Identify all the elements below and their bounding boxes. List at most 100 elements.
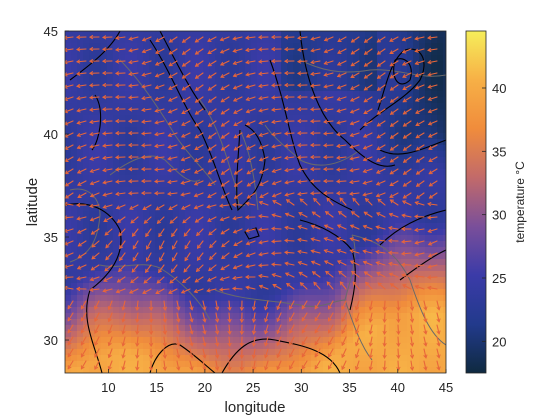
field-cell bbox=[185, 343, 192, 350]
field-cell bbox=[155, 301, 162, 308]
wind-arrow bbox=[202, 312, 206, 323]
wind-arrow bbox=[154, 108, 165, 112]
field-cell bbox=[161, 355, 168, 362]
field-cell bbox=[143, 193, 150, 200]
field-cell bbox=[317, 349, 324, 356]
wind-arrow-head bbox=[245, 215, 250, 220]
field-cell bbox=[419, 145, 426, 152]
field-cell bbox=[65, 133, 72, 140]
field-cell bbox=[65, 271, 72, 278]
field-cell bbox=[287, 97, 294, 104]
field-cell bbox=[233, 337, 240, 344]
wind-arrow-head bbox=[76, 203, 81, 208]
field-cell bbox=[113, 175, 120, 182]
wind-arrow-head bbox=[327, 317, 332, 322]
wind-arrow-head bbox=[215, 342, 220, 347]
field-cell bbox=[137, 139, 144, 146]
wind-arrow-head bbox=[336, 191, 341, 196]
field-cell bbox=[113, 139, 120, 146]
wind-arrow bbox=[102, 168, 113, 172]
wind-arrow bbox=[65, 156, 74, 162]
field-cell bbox=[347, 79, 354, 86]
wind-arrow bbox=[363, 120, 373, 126]
field-cell bbox=[431, 199, 438, 206]
field-cell bbox=[305, 85, 312, 92]
field-cell bbox=[101, 253, 108, 260]
field-cell bbox=[395, 265, 402, 272]
field-cell bbox=[125, 259, 132, 266]
field-cell bbox=[131, 307, 138, 314]
wind-arrow bbox=[167, 192, 178, 195]
wind-arrow bbox=[195, 96, 204, 103]
wind-arrow bbox=[326, 197, 334, 206]
field-cell bbox=[155, 115, 162, 122]
field-cell bbox=[275, 277, 282, 284]
field-cell bbox=[287, 151, 294, 158]
field-cell bbox=[125, 277, 132, 284]
field-cell bbox=[299, 139, 306, 146]
field-cell bbox=[263, 163, 270, 170]
field-cell bbox=[407, 289, 414, 296]
field-cell bbox=[257, 187, 264, 194]
field-cell bbox=[161, 85, 168, 92]
field-cell bbox=[305, 367, 312, 373]
field-cell bbox=[77, 199, 84, 206]
wind-arrow-head bbox=[209, 256, 214, 261]
field-cell bbox=[359, 115, 366, 122]
wind-arrow-head bbox=[154, 143, 159, 148]
wind-arrow-head bbox=[219, 277, 224, 281]
field-cell bbox=[107, 181, 114, 188]
field-cell bbox=[335, 265, 342, 272]
field-cell bbox=[425, 241, 432, 248]
field-cell bbox=[227, 61, 234, 68]
field-cell bbox=[167, 235, 174, 242]
field-cell bbox=[311, 85, 318, 92]
field-cell bbox=[395, 139, 402, 146]
wind-arrow-head bbox=[341, 329, 346, 335]
wind-arrow bbox=[122, 312, 126, 323]
wind-arrow bbox=[141, 96, 152, 100]
field-cell bbox=[287, 175, 294, 182]
wind-arrow-head bbox=[168, 74, 173, 79]
field-cell bbox=[203, 283, 210, 290]
field-cell bbox=[245, 67, 252, 74]
field-cell bbox=[293, 103, 300, 110]
field-cell bbox=[257, 217, 264, 224]
wind-arrow-head bbox=[128, 155, 133, 160]
field-cell bbox=[287, 163, 294, 170]
field-cell bbox=[137, 289, 144, 296]
field-cell bbox=[203, 259, 210, 266]
wind-arrow-head bbox=[162, 342, 167, 347]
wind-arrow-head bbox=[284, 47, 289, 52]
field-cell bbox=[155, 133, 162, 140]
field-cell bbox=[149, 325, 156, 332]
wind-arrow-head bbox=[91, 243, 96, 248]
field-cell bbox=[317, 79, 324, 86]
field-cell bbox=[299, 91, 306, 98]
field-cell bbox=[323, 145, 330, 152]
wind-arrow bbox=[264, 336, 269, 347]
wind-arrow-head bbox=[337, 260, 342, 265]
field-cell bbox=[263, 85, 270, 92]
wind-arrow-head bbox=[362, 180, 367, 185]
field-cell bbox=[443, 193, 446, 200]
wind-arrow bbox=[337, 36, 347, 42]
field-cell bbox=[191, 253, 198, 260]
field-cell bbox=[65, 283, 72, 290]
wind-arrow bbox=[285, 272, 295, 278]
field-cell bbox=[431, 109, 438, 116]
field-cell bbox=[281, 277, 288, 284]
field-cell bbox=[227, 295, 234, 302]
field-cell bbox=[353, 331, 360, 338]
field-cell bbox=[305, 355, 312, 362]
field-cell bbox=[275, 49, 282, 56]
field-cell bbox=[77, 331, 84, 338]
field-cell bbox=[257, 229, 264, 236]
field-cell bbox=[125, 301, 132, 308]
field-cell bbox=[443, 253, 446, 260]
field-cell bbox=[233, 223, 240, 230]
field-cell bbox=[371, 169, 378, 176]
wind-arrow bbox=[182, 36, 191, 43]
field-cell bbox=[401, 127, 408, 134]
field-cell bbox=[197, 115, 204, 122]
